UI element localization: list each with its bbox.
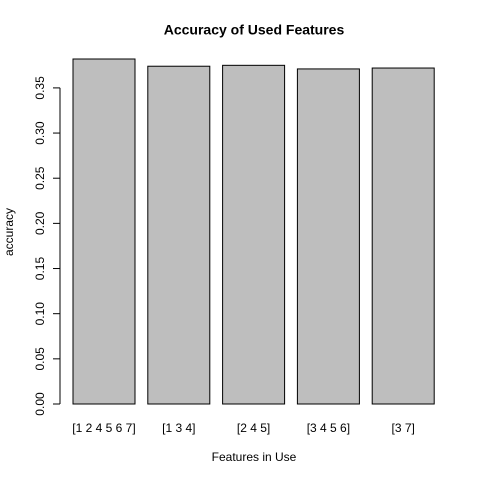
y-tick-label: 0.35 — [33, 76, 47, 100]
y-tick-label: 0.00 — [33, 392, 47, 416]
x-tick-label: [1 2 4 5 6 7] — [72, 421, 135, 435]
bar — [296, 68, 360, 405]
y-tick-label: 0.10 — [33, 302, 47, 326]
bar — [371, 67, 435, 405]
x-tick-label: [3 4 5 6] — [307, 421, 350, 435]
x-tick-label: [2 4 5] — [237, 421, 270, 435]
y-axis-label: accuracy — [2, 208, 16, 256]
x-tick-label: [1 3 4] — [162, 421, 195, 435]
y-tick-label: 0.05 — [33, 347, 47, 371]
y-tick-label: 0.20 — [33, 211, 47, 235]
x-tick-label: [3 7] — [392, 421, 415, 435]
y-tick-label: 0.30 — [33, 121, 47, 145]
y-tick-label: 0.15 — [33, 257, 47, 281]
y-tick-label: 0.25 — [33, 166, 47, 190]
bar — [222, 64, 286, 405]
chart-title: Accuracy of Used Features — [164, 22, 345, 38]
bar — [72, 58, 136, 405]
x-axis-label: Features in Use — [212, 450, 297, 464]
bar — [147, 65, 211, 405]
